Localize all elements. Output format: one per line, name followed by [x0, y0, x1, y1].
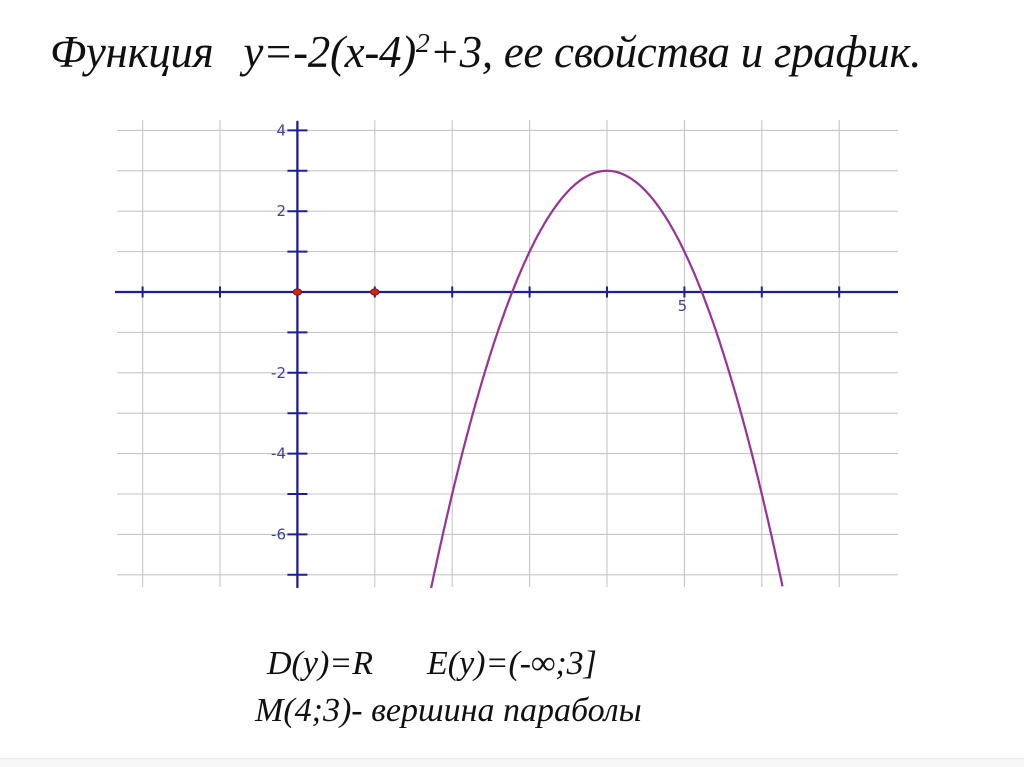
domain-text: D(y)=R	[267, 645, 374, 682]
title-word: Функция	[50, 27, 214, 77]
axes	[115, 121, 898, 588]
title-formula: y=-2(x-4)2+3, ее свойства и график.	[243, 27, 921, 77]
parabola-graph: 4 2 -2 -4 -6 5	[115, 120, 898, 589]
gridlines	[117, 120, 898, 587]
slide-title: Функция y=-2(x-4)2+3, ее свойства и графи…	[50, 26, 921, 78]
y-tick-label: -2	[271, 364, 286, 382]
formula-base: y=-2(x-4)	[243, 27, 416, 77]
y-tick-label: 4	[276, 121, 286, 139]
marked-point	[292, 288, 303, 296]
vertex-note: M(4;3)- вершина параболы	[255, 692, 642, 729]
parabola-curve	[430, 169, 784, 589]
y-tick-label: -6	[271, 525, 286, 543]
range-text: E(y)=(-∞;3]	[427, 645, 597, 682]
marked-points	[292, 288, 380, 296]
y-tick-label: -4	[271, 445, 286, 463]
bottom-strip	[0, 758, 1024, 767]
x-tick-label: 5	[678, 297, 688, 315]
y-tick-label: 2	[276, 202, 286, 220]
axis-tick-labels: 4 2 -2 -4 -6 5	[271, 121, 687, 543]
formula-exponent: 2	[415, 27, 430, 59]
formula-tail: +3, ее свойства и график.	[429, 27, 922, 77]
marked-point	[370, 288, 380, 296]
